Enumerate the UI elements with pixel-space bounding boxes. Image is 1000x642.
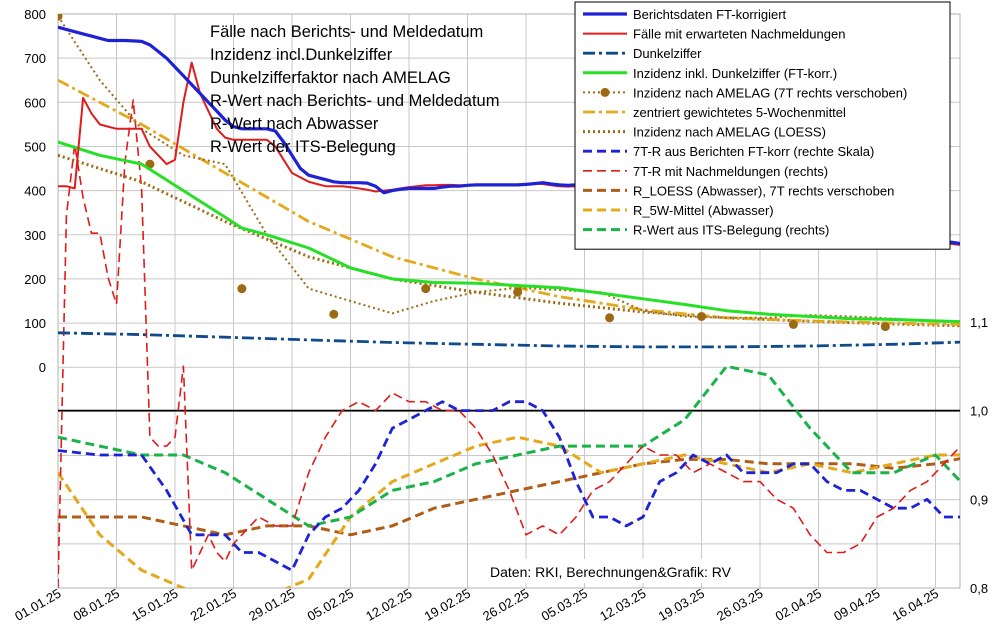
series-marker-4 [697, 311, 706, 321]
series-marker-4 [605, 313, 615, 323]
series-line-9 [58, 457, 960, 537]
series-marker-4 [237, 284, 247, 294]
title-line-1: Fälle nach Berichts- und Meldedatum [210, 23, 483, 41]
series-line-2 [58, 331, 960, 349]
legend-marker [600, 87, 610, 97]
legend-label: Inzidenz inkl. Dunkelziffer (FT-korr.) [633, 66, 837, 81]
title-line-3: Dunkelzifferfaktor nach AMELAG [210, 69, 451, 87]
series-line-10 [58, 435, 960, 588]
legend-label: Inzidenz nach AMELAG (LOESS) [633, 125, 826, 140]
y-left-tick-label: 100 [24, 316, 46, 331]
series-marker-4 [880, 322, 890, 332]
y-left-tick-label: 300 [24, 228, 46, 243]
legend-label: R_LOESS (Abwasser), 7T rechts verschoben [633, 183, 894, 198]
y-left-tick-label: 200 [24, 272, 46, 287]
title-line-2: Inzidenz incl.Dunkelziffer [210, 46, 393, 64]
y-left-tick-label: 500 [24, 139, 46, 154]
y-left-tick-label: 700 [24, 51, 46, 66]
series-line-11 [58, 364, 960, 528]
series-line-7 [58, 400, 960, 572]
y-left-tick-label: 0 [39, 360, 46, 375]
legend-label: R-Wert aus ITS-Belegung (rechts) [633, 223, 829, 238]
legend: Berichtsdaten FT-korrigiert Fälle mit erw… [574, 1, 951, 250]
series-line-3 [58, 140, 960, 324]
y-right-tick-label: 0,8 [970, 581, 988, 596]
source-note: Daten: RKI, Berechnungen&Grafik: RV [490, 564, 732, 580]
title-line-5: R-Wert nach Abwasser [210, 115, 379, 133]
title-line-6: R-Wert der ITS-Belegung [210, 138, 396, 156]
y-right-tick-label: 0,9 [970, 492, 988, 507]
title-line-4: R-Wert nach Berichts- und Meldedatum [210, 92, 499, 110]
series-line-6 [58, 153, 960, 328]
legend-label: Berichtsdaten FT-korrigiert [633, 7, 787, 22]
legend-label: 7T-R mit Nachmeldungen (rechts) [633, 164, 828, 179]
legend-label: 7T-R aus Berichten FT-korr (rechte Skala… [633, 144, 874, 159]
chart-title-block: Fälle nach Berichts- und Meldedatum Inzi… [210, 23, 499, 156]
legend-label: zentriert gewichtetes 5-Wochenmittel [633, 105, 846, 120]
series-marker-4 [421, 284, 431, 294]
y-left-tick-label: 600 [24, 95, 46, 110]
legend-label: Dunkelziffer [633, 46, 702, 61]
legend-label: Inzidenz nach AMELAG (7T rechts verschob… [633, 85, 907, 100]
series-line-5 [58, 78, 960, 326]
legend-box [574, 1, 951, 250]
series-marker-4 [788, 319, 798, 329]
y-right-tick-label: 1,0 [970, 404, 988, 419]
y-right-tick-label: 1,1 [970, 315, 988, 330]
source-note-background [485, 559, 730, 583]
legend-label: Fälle mit erwarteten Nachmeldungen [633, 27, 845, 42]
y-axis-left: 0 100 200 300 400 500 600 700 800 [24, 7, 46, 375]
series-marker-4 [513, 287, 523, 297]
series-marker-4 [329, 309, 339, 319]
y-left-tick-label: 800 [24, 7, 46, 22]
y-left-tick-label: 400 [24, 184, 46, 199]
y-axis-right: 0,8 0,9 1,0 1,1 [970, 315, 988, 596]
legend-label: R_5W-Mittel (Abwasser) [633, 203, 774, 218]
plot-frame [57, 13, 961, 589]
series-marker-4 [58, 14, 63, 21]
